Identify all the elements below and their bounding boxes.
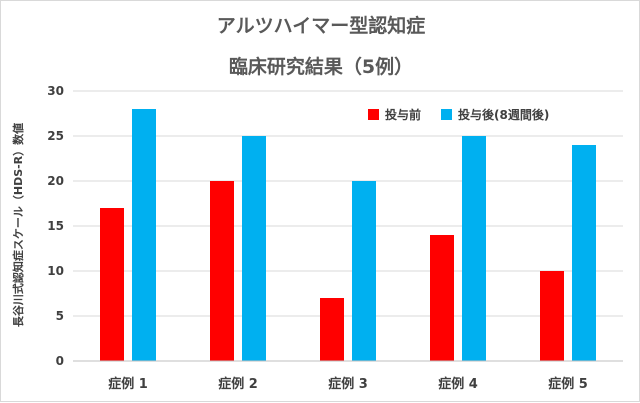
y-tick-label: 30: [47, 84, 64, 98]
chart-title-line-1: アルツハイマー型認知症: [217, 14, 425, 37]
legend-swatch-after: [441, 109, 452, 120]
bar-before-case-1: [100, 208, 124, 361]
legend-label-after: 投与後(8週間後): [458, 107, 549, 122]
legend-label-before: 投与前: [385, 107, 421, 122]
y-tick-labels: 0 5 10 15 20 25 30: [47, 84, 64, 368]
bar-before-case-3: [320, 298, 344, 361]
y-tick-label: 25: [47, 129, 64, 143]
x-category-labels: 症例 1 症例 2 症例 3 症例 4 症例 5: [108, 376, 588, 392]
bar-after-case-4: [462, 136, 486, 361]
y-tick-label: 15: [47, 219, 64, 233]
legend-swatch-before: [368, 109, 379, 120]
x-category-label: 症例 1: [108, 376, 148, 392]
bars: [100, 109, 596, 361]
y-tick-label: 5: [56, 309, 64, 323]
gridlines: [73, 90, 623, 317]
x-category-label: 症例 2: [218, 376, 258, 392]
x-category-label: 症例 5: [548, 376, 588, 392]
bar-after-case-2: [242, 136, 266, 361]
x-category-label: 症例 3: [328, 376, 368, 392]
legend: 投与前 投与後(8週間後): [368, 107, 549, 122]
y-tick-label: 20: [47, 174, 64, 188]
bar-before-case-5: [540, 271, 564, 361]
y-axis-label: 長谷川式認知症スケール（HDS-R）数値: [11, 123, 25, 327]
y-tick-label: 0: [56, 354, 64, 368]
bar-after-case-3: [352, 181, 376, 361]
y-tick-label: 10: [47, 264, 64, 278]
bar-before-case-2: [210, 181, 234, 361]
bar-after-case-1: [132, 109, 156, 361]
x-category-label: 症例 4: [438, 376, 478, 392]
chart-title-line-2: 臨床研究結果（5例）: [229, 55, 413, 78]
bar-after-case-5: [572, 145, 596, 361]
bar-before-case-4: [430, 235, 454, 361]
